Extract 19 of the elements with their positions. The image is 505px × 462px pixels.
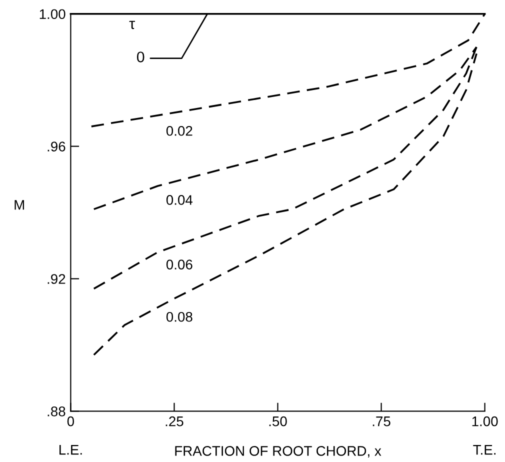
y-tick-label: .96: [48, 142, 66, 152]
series-label: 0.08: [166, 312, 192, 322]
x-axis-title: FRACTION OF ROOT CHORD, x: [175, 446, 382, 458]
y-tick-label: 1.00: [40, 9, 66, 20]
series-label: 0.04: [166, 195, 193, 205]
legend-title: τ: [129, 20, 136, 30]
series-label: 0.02: [166, 126, 192, 136]
x-tick-label: .25: [166, 416, 184, 426]
text: T.E.: [473, 445, 496, 455]
y-tick-label: .92: [48, 274, 66, 284]
text: L.E.: [59, 445, 82, 455]
x-tick-label: .50: [269, 416, 287, 426]
y-axis-title: M: [14, 200, 24, 210]
series-label: 0.06: [166, 260, 192, 270]
text: 0: [136, 52, 144, 62]
x-tick-label: .75: [372, 416, 390, 426]
x-tick-label: 0: [67, 416, 74, 426]
x-tick-label: 1.00: [472, 416, 498, 426]
y-tick-label: .88: [48, 406, 66, 416]
